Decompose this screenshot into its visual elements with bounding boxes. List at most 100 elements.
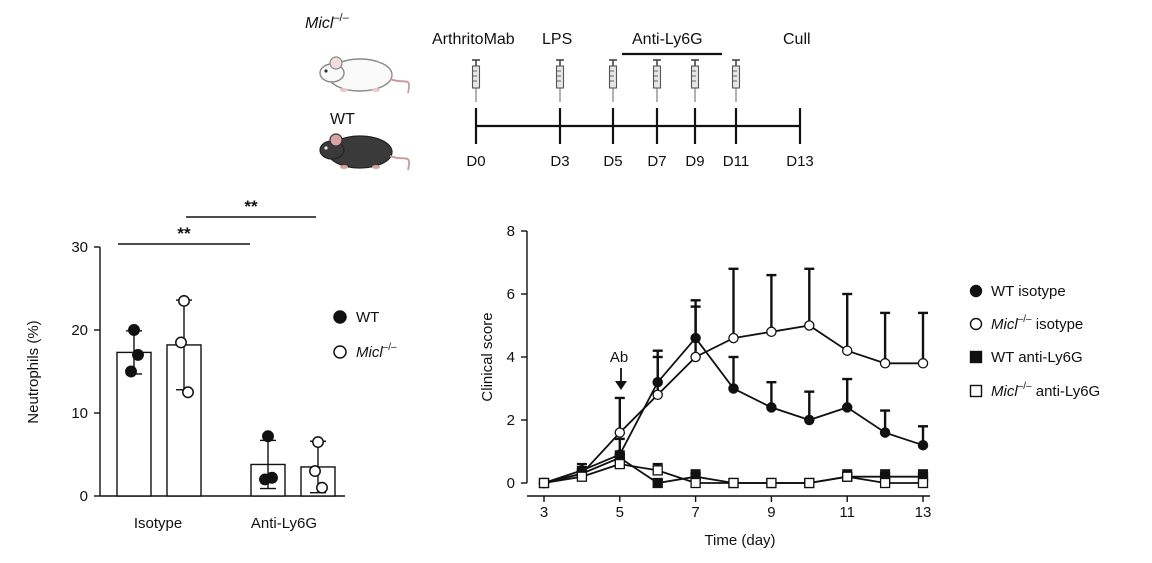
line-data-point bbox=[728, 332, 739, 344]
significance-label: ** bbox=[244, 197, 258, 216]
day-label-d5: D5 bbox=[603, 153, 622, 170]
bar-y-tick-label: 30 bbox=[71, 239, 88, 256]
line-x-axis-title: Time (day) bbox=[704, 532, 775, 549]
bar-legend-label-micl-sup: –/– bbox=[383, 342, 397, 353]
line-data-point bbox=[841, 402, 853, 413]
bar-legend-marker-micl bbox=[333, 345, 347, 359]
line-x-ticks: 3 5 7 9 11 13 bbox=[540, 496, 931, 521]
line-data-point bbox=[728, 383, 739, 394]
line-legend-micl-isotype-rest: isotype bbox=[1032, 316, 1084, 333]
treatment-lps: LPS bbox=[542, 31, 572, 48]
treatment-cull: Cull bbox=[783, 31, 811, 48]
line-error-bars bbox=[576, 267, 928, 483]
line-series-points bbox=[538, 320, 929, 489]
line-y-tick-label: 6 bbox=[507, 286, 515, 303]
day-label-d9: D9 bbox=[685, 153, 704, 170]
timeline-day-labels: D0 D3 D5 D7 D9 D11 D13 bbox=[466, 153, 813, 170]
line-series-paths bbox=[543, 324, 924, 484]
day-label-d13: D13 bbox=[786, 153, 814, 170]
line-data-point bbox=[841, 345, 853, 356]
line-data-point bbox=[766, 326, 777, 338]
line-legend-micl-isotype-name: Micl bbox=[991, 316, 1018, 333]
line-data-point bbox=[652, 376, 663, 388]
line-y-axis-title: Clinical score bbox=[479, 312, 496, 401]
syringe-icon bbox=[471, 59, 481, 102]
day-label-d0: D0 bbox=[466, 153, 485, 170]
line-series-path bbox=[543, 324, 923, 484]
line-y-tick-label: 4 bbox=[507, 349, 515, 366]
line-legend-micl-anti-ly6g-sup: –/– bbox=[1018, 381, 1032, 392]
syringe-icon bbox=[690, 59, 700, 102]
line-data-point bbox=[879, 358, 891, 369]
annotation-ab: Ab bbox=[610, 349, 628, 366]
bar-category-isotype: Isotype bbox=[134, 515, 182, 532]
line-data-point bbox=[652, 477, 663, 489]
mouse-label-wt: WT bbox=[330, 111, 355, 128]
mouse-label-micl: Micl–/– bbox=[305, 12, 350, 32]
bar-data-point bbox=[262, 430, 274, 443]
bar-y-tick-label: 0 bbox=[80, 488, 88, 505]
clinical-score-line-chart: 0 2 4 6 8 3 5 7 9 11 13 Ab Time (day) Clinical sc… bbox=[479, 223, 1100, 549]
bar-significance: ** ** bbox=[118, 197, 316, 245]
line-legend-marker-wt-isotype bbox=[969, 284, 983, 298]
line-data-point bbox=[728, 477, 739, 489]
line-x-tick-label: 11 bbox=[839, 504, 855, 521]
bar-marks bbox=[116, 295, 336, 497]
line-legend: WT isotype Micl–/– isotype WT anti-Ly6G … bbox=[969, 283, 1101, 400]
line-y-tick-label: 8 bbox=[507, 223, 515, 240]
bar-data-point bbox=[128, 324, 140, 336]
day-label-d11: D11 bbox=[723, 153, 749, 170]
line-x-tick-label: 3 bbox=[540, 504, 548, 521]
bar-y-tick-label: 20 bbox=[71, 322, 88, 339]
line-data-point bbox=[917, 358, 929, 369]
mouse-label-micl-sup: –/– bbox=[333, 12, 349, 24]
bar-y-tick-label: 10 bbox=[71, 405, 88, 422]
line-data-point bbox=[614, 458, 625, 470]
line-y-ticks: 0 2 4 6 8 bbox=[507, 223, 527, 492]
treatment-arthritomab: ArthritoMab bbox=[432, 31, 515, 48]
line-legend-marker-micl-isotype bbox=[969, 317, 983, 331]
line-legend-micl-anti-ly6g-name: Micl bbox=[991, 383, 1018, 400]
line-data-point bbox=[766, 477, 777, 489]
line-legend-marker-wt-anti-ly6g bbox=[969, 350, 983, 364]
annotation-arrow-head bbox=[615, 381, 627, 390]
white-mouse-icon bbox=[319, 56, 410, 94]
bar-data-point bbox=[125, 365, 137, 378]
bar-data-point bbox=[312, 436, 324, 448]
line-legend-micl-isotype-sup: –/– bbox=[1018, 314, 1032, 325]
line-legend-label-wt-anti-ly6g: WT anti-Ly6G bbox=[991, 349, 1083, 366]
line-data-point bbox=[766, 402, 777, 413]
line-y-tick-label: 2 bbox=[507, 412, 515, 429]
line-data-point bbox=[652, 389, 663, 401]
line-data-point bbox=[917, 439, 929, 451]
line-data-point bbox=[576, 471, 588, 482]
bar-legend-marker-wt bbox=[333, 310, 347, 324]
line-x-tick-label: 9 bbox=[767, 504, 775, 521]
bar-category-anti-ly6g: Anti-Ly6G bbox=[251, 515, 317, 532]
line-data-point bbox=[842, 471, 853, 482]
line-data-point bbox=[652, 465, 663, 476]
line-x-tick-label: 5 bbox=[616, 504, 624, 521]
bar-legend-label-wt: WT bbox=[356, 309, 379, 326]
bar-legend-label-micl-name: Micl bbox=[356, 344, 383, 361]
line-legend-label-wt-isotype: WT isotype bbox=[991, 283, 1066, 300]
day-label-d3: D3 bbox=[550, 153, 569, 170]
mouse-label-micl-name: Micl bbox=[305, 15, 334, 32]
bar-legend-label-micl: Micl–/– bbox=[356, 342, 397, 361]
black-mouse-icon bbox=[319, 133, 410, 171]
syringe-icon bbox=[608, 59, 618, 102]
line-legend-micl-anti-ly6g-rest: anti-Ly6G bbox=[1032, 383, 1101, 400]
line-data-point bbox=[879, 427, 891, 438]
bar-data-point bbox=[316, 481, 328, 494]
bar-y-axis-title: Neutrophils (%) bbox=[25, 320, 42, 423]
line-y-tick-label: 0 bbox=[507, 475, 515, 492]
line-data-point bbox=[690, 477, 701, 489]
experiment-timeline: Micl–/– WT D0 D3 D5 D7 bbox=[305, 12, 814, 171]
bar-data-point bbox=[175, 336, 187, 349]
line-data-point bbox=[917, 477, 929, 489]
line-data-point bbox=[690, 332, 701, 344]
line-x-tick-label: 7 bbox=[691, 504, 699, 521]
significance-label: ** bbox=[177, 224, 191, 243]
treatment-anti-ly6g: Anti-Ly6G bbox=[632, 31, 703, 48]
